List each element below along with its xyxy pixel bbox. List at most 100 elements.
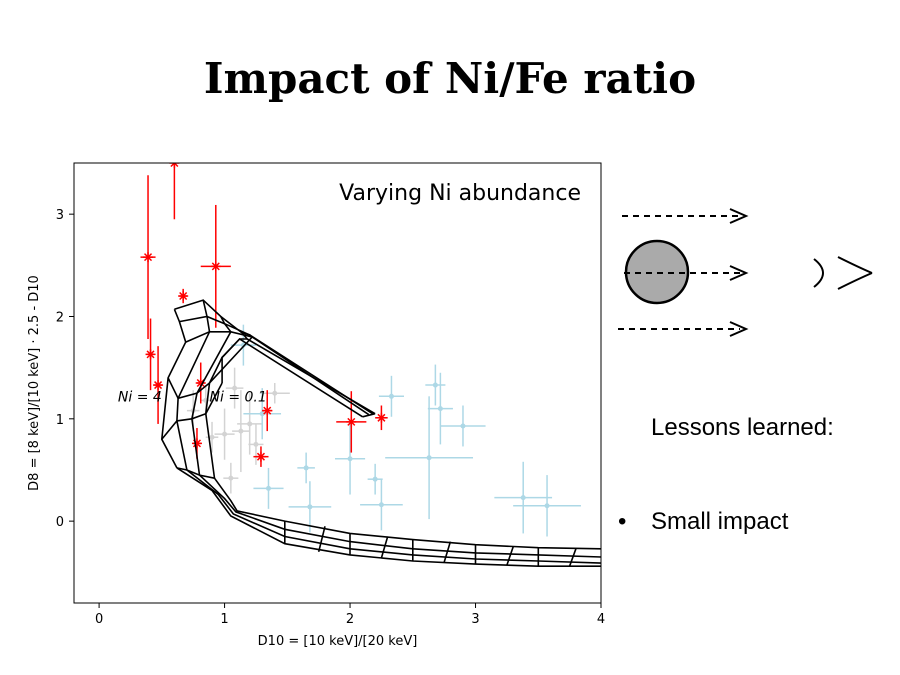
y-tick-label: 1 [56, 413, 64, 428]
grid-annotation: Ni = 4 [118, 389, 162, 405]
lightblue-data-point [243, 388, 282, 440]
lightblue-data-point [360, 479, 403, 531]
lightblue-data-point [385, 396, 474, 520]
x-tick-label: 1 [220, 612, 228, 627]
star-marker [377, 413, 386, 422]
dot-marker [460, 423, 466, 429]
bullet-item: • Small impact [618, 508, 788, 536]
dashed-arrow-icon [624, 265, 749, 281]
gray-data-point [248, 423, 264, 465]
star-marker [173, 163, 179, 168]
dot-marker [247, 421, 253, 427]
dot-marker [544, 503, 550, 509]
dot-marker [432, 382, 438, 388]
star-marker [179, 291, 188, 301]
star-marker [211, 262, 220, 271]
x-tick-label: 2 [346, 612, 354, 627]
plot-frame [73, 162, 602, 604]
gray-data-point [259, 383, 290, 404]
red-data-point [195, 362, 206, 404]
bullet-glyph: • [618, 508, 627, 535]
dot-marker [222, 431, 228, 437]
dot-marker [259, 411, 265, 417]
slide-title: Impact of Ni/Fe ratio [203, 54, 697, 103]
model-grid-line [176, 467, 601, 567]
star-marker [192, 439, 201, 448]
eye-icon [813, 256, 873, 290]
red-data-point [262, 390, 273, 432]
dot-marker [372, 476, 378, 482]
gray-data-point [225, 367, 244, 409]
model-grid-line [176, 299, 211, 471]
model-grid-line [191, 316, 232, 476]
dot-marker [307, 504, 313, 510]
y-axis-label: D8 = [8 keV]/[10 keV] · 2.5 - D10 [27, 275, 42, 491]
y-tick-label: 2 [56, 310, 64, 325]
line-of-sight-diagram [618, 208, 873, 337]
lightblue-data-point [513, 475, 581, 537]
model-grid-line [221, 338, 248, 383]
dashed-arrow-icon [618, 321, 749, 337]
lightblue-data-point [427, 372, 453, 445]
lightblue-data-point [288, 481, 332, 533]
model-grid-line [443, 541, 452, 563]
model-grid-line [176, 467, 215, 479]
model-grid-line [317, 526, 326, 552]
model-grid-line [568, 548, 577, 567]
star-marker [154, 381, 163, 390]
chart-title: Varying Ni abundance [339, 181, 581, 206]
dot-marker [253, 441, 259, 447]
red-data-point [140, 175, 156, 339]
lightblue-data-point [334, 422, 366, 495]
dot-marker [378, 502, 384, 508]
y-tick-label: 3 [56, 208, 64, 223]
dot-marker [303, 465, 309, 471]
dot-marker [388, 393, 394, 399]
y-tick-label: 0 [56, 515, 64, 530]
dot-marker [520, 495, 526, 501]
gray-data-point [232, 390, 250, 473]
lightblue-data-point [230, 324, 256, 366]
red-data-point [153, 346, 164, 424]
x-tick-label: 3 [471, 612, 479, 627]
lightblue-data-point [367, 463, 383, 495]
red-data-point [336, 391, 367, 453]
x-axis-label: D10 = [10 keV]/[20 keV] [258, 634, 418, 649]
red-data-point [200, 204, 231, 328]
model-grid-line [380, 536, 389, 559]
lightblue-data-point [378, 375, 405, 417]
red-data-point [375, 405, 388, 431]
x-tick-label: 4 [597, 612, 605, 627]
model-grid-line [160, 308, 187, 469]
lightblue-data-point [440, 405, 486, 447]
star-marker [144, 253, 153, 262]
dot-marker [238, 428, 244, 434]
dashed-arrow-icon [622, 208, 749, 224]
lightblue-data-point [425, 364, 446, 406]
dot-marker [426, 455, 432, 461]
model-grid-line [179, 315, 374, 415]
bullet-text: Small impact [651, 508, 789, 535]
lightblue-data-point [253, 467, 284, 509]
star-marker [170, 163, 176, 168]
lessons-heading: Lessons learned: [651, 414, 834, 441]
gray-data-point [223, 462, 239, 494]
dot-marker [272, 390, 278, 396]
model-grid-line [506, 546, 514, 566]
model-grid-line [174, 299, 376, 415]
red-data-point [145, 318, 156, 391]
abundance-chart: 0 1 2 3 4 0 1 2 3 D10 = [10 keV]/[20 keV] D8 = [8 … [27, 162, 605, 649]
lightblue-data-point [494, 461, 553, 534]
x-tick-label: 0 [95, 612, 103, 627]
dot-marker [232, 385, 238, 391]
star-marker [347, 417, 356, 426]
model-grid-line [362, 412, 376, 418]
gray-data-point [214, 408, 235, 460]
dot-marker [437, 406, 443, 412]
star-marker [256, 452, 265, 461]
dot-marker [209, 434, 215, 440]
plot-area [140, 163, 601, 567]
dot-marker [228, 475, 234, 481]
gray-data-point [205, 421, 219, 453]
dot-marker [265, 485, 271, 491]
